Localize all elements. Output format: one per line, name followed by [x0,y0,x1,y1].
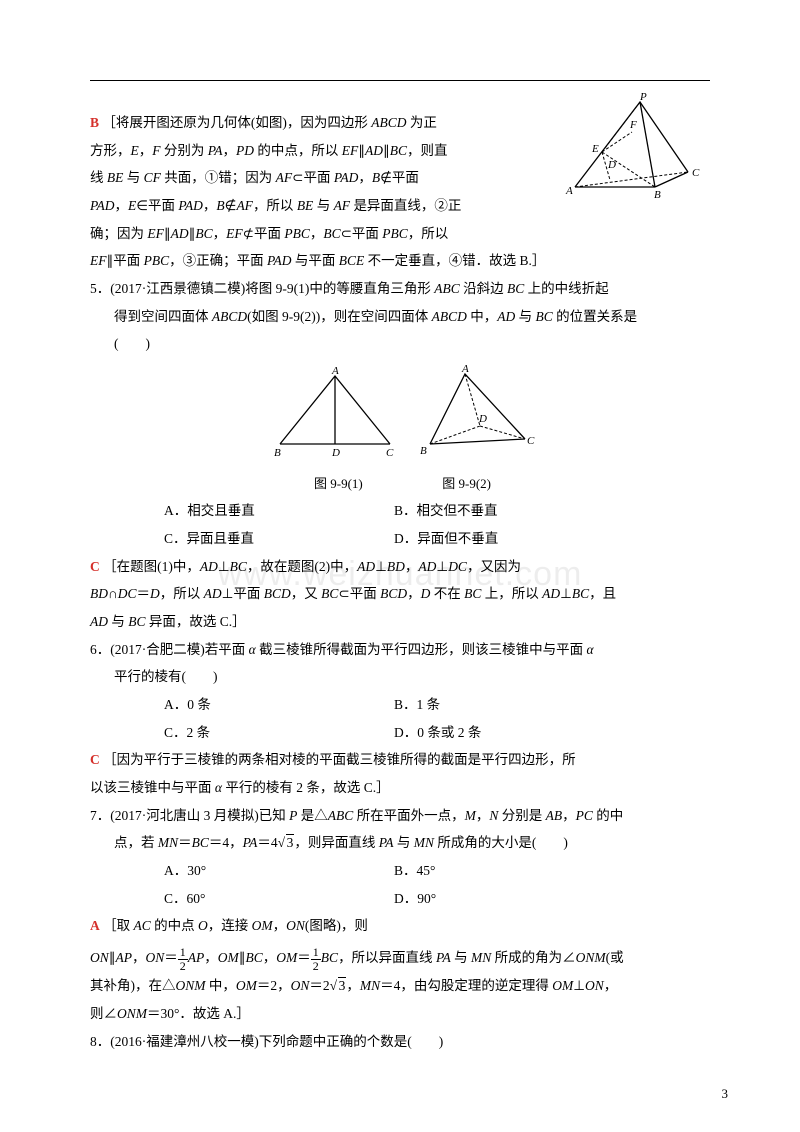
q7-exp4: 则∠ONM＝30°．故选 A.］ [90,1000,710,1028]
svg-text:B: B [274,447,281,459]
q5-exp2: BD∩DC＝D，所以 AD⊥平面 BCD，又 BC⊂平面 BCD，D 不在 BC… [90,580,710,608]
q6-opts2: C．2 条D．0 条或 2 条 [164,719,710,747]
svg-text:A: A [331,365,339,377]
svg-text:A: A [461,364,469,375]
content: B ［将展开图还原为几何体(如图)，因为四边形 ABCD 为正 方形，E，F 分… [90,109,710,1055]
svg-text:C: C [386,447,394,459]
svg-text:P: P [639,92,647,103]
q5-figures: A B D C A B D C [90,364,710,469]
svg-text:F: F [629,119,637,131]
q5-stem1: 5．(2017·江西景德镇二模)将图 9-9(1)中的等腰直角三角形 ABC 沿… [90,275,710,303]
q5-caption: 图 9-9(1) 图 9-9(2) [90,471,710,498]
q6-exp1: C ［因为平行于三棱锥的两条相对棱的平面截三棱锥所得的截面是平行四边形，所 [90,746,710,774]
svg-text:B: B [420,445,427,457]
page: www.weizhuannet.com P F E D A B C B ［将展开… [0,0,800,1132]
q4-line5: 确；因为 EF∥AD∥BC，EF⊄平面 PBC，BC⊂平面 PBC，所以 [90,220,710,248]
q5-paren: ( ) [114,330,710,358]
q7-exp2: ON∥AP，ON＝12AP，OM∥BC，OM＝12BC，所以异面直线 PA 与 … [90,946,710,972]
q7-opts2: C．60°D．90° [164,885,710,913]
q5-exp1: C ［在题图(1)中，AD⊥BC，故在题图(2)中，AD⊥BD，AD⊥DC，又因… [90,553,710,581]
q6-stem2: 平行的棱有( ) [114,663,710,691]
q5-opts2: C．异面且垂直D．异面但不垂直 [164,525,710,553]
q7-stem2: 点，若 MN＝BC＝4，PA＝43，则异面直线 PA 与 MN 所成角的大小是(… [114,829,710,857]
q7-stem1: 7．(2017·河北唐山 3 月模拟)已知 P 是△ABC 所在平面外一点，M，… [90,802,710,830]
q7-exp3: 其补角)，在△ONM 中，OM＝2，ON＝23，MN＝4，由勾股定理的逆定理得 … [90,972,710,1000]
svg-text:A: A [565,185,573,197]
q7-exp1: A ［取 AC 的中点 O，连接 OM，ON(图略)，则 [90,912,710,940]
q4-answer: B [90,115,99,130]
q5-stem2: 得到空间四面体 ABCD(如图 9-9(2))，则在空间四面体 ABCD 中，A… [114,303,710,331]
svg-text:D: D [331,447,340,459]
q8-stem: 8．(2016·福建漳州八校一模)下列命题中正确的个数是( ) [90,1028,710,1056]
q4-line6: EF∥平面 PBC，③正确；平面 PAD 与平面 BCE 不一定垂直，④错．故选… [90,247,710,275]
pyramid-figure: P F E D A B C [560,92,710,202]
q6-stem1: 6．(2017·合肥二模)若平面 α 截三棱锥所得截面为平行四边形，则该三棱锥中… [90,636,710,664]
page-number: 3 [722,1086,729,1102]
svg-text:C: C [692,167,700,179]
top-rule [90,80,710,81]
svg-text:D: D [607,159,616,171]
q6-exp2: 以该三棱锥中与平面 α 平行的棱有 2 条，故选 C.］ [90,774,710,802]
svg-text:C: C [527,435,535,447]
svg-text:D: D [478,413,487,425]
svg-text:E: E [591,143,599,155]
svg-text:B: B [654,189,661,201]
q6-opts1: A．0 条B．1 条 [164,691,710,719]
q5-opts1: A．相交且垂直B．相交但不垂直 [164,497,710,525]
q7-opts1: A．30°B．45° [164,857,710,885]
q5-exp3: AD 与 BC 异面，故选 C.］ [90,608,710,636]
